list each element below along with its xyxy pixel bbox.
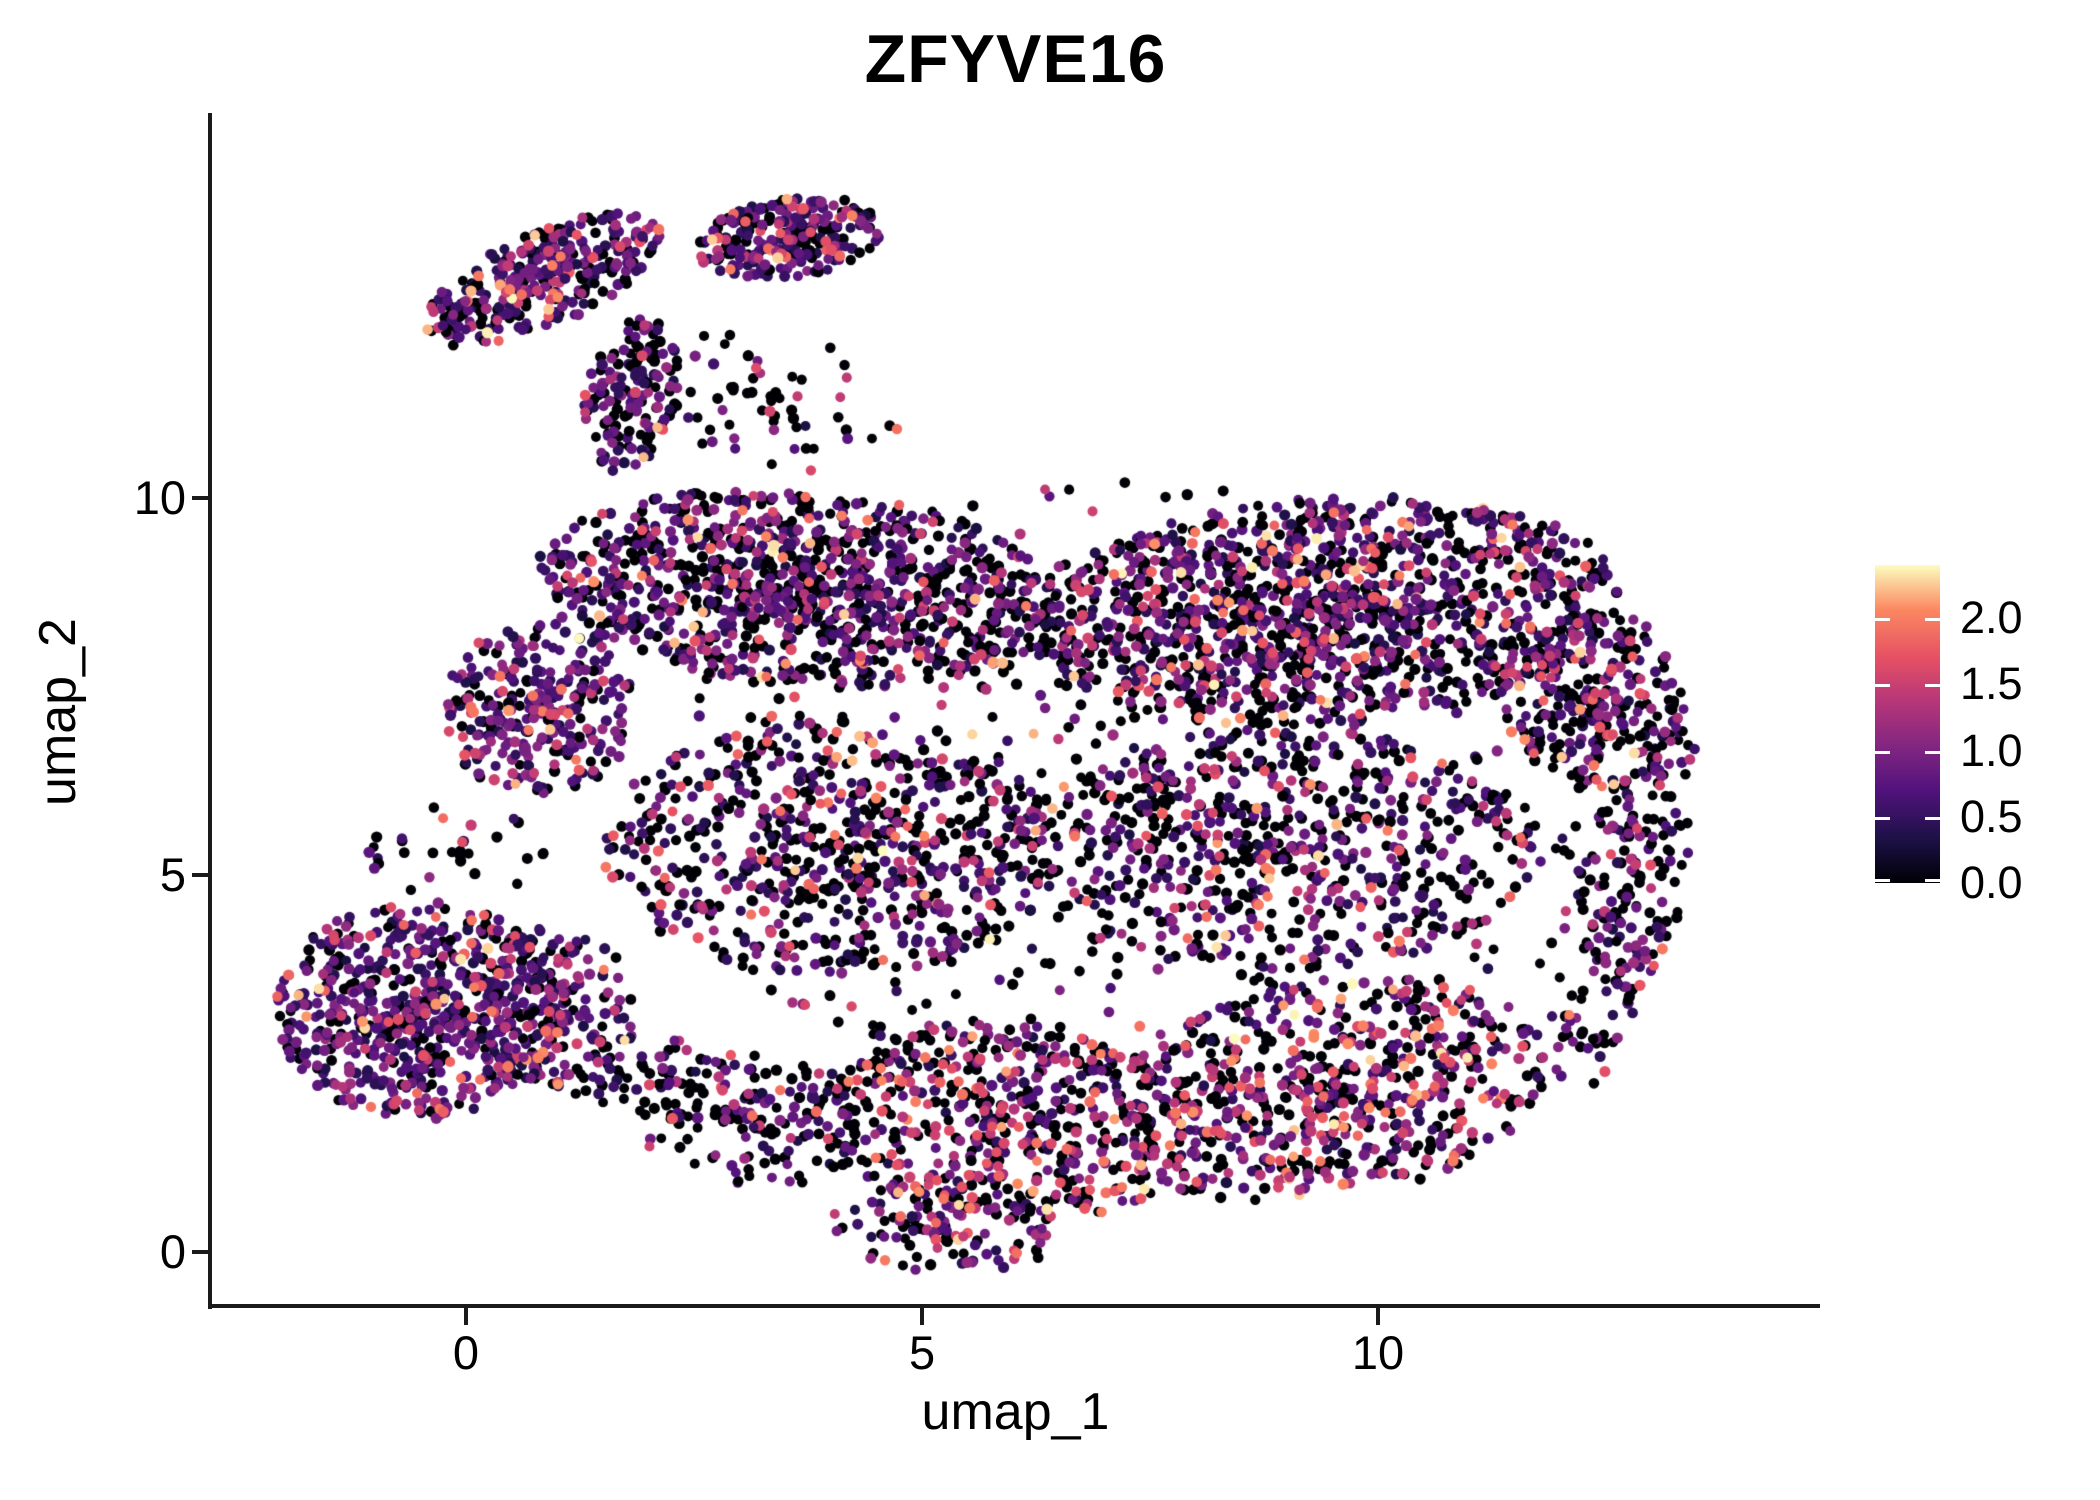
y-tick-mark <box>192 496 210 501</box>
x-tick-label: 10 <box>1351 1326 1405 1379</box>
colorbar-tick-mark <box>1925 816 1940 820</box>
colorbar-tick-mark <box>1925 618 1940 621</box>
x-axis-title: umap_1 <box>921 1383 1110 1441</box>
colorbar-tick-mark <box>1875 618 1890 621</box>
y-tick-label: 10 <box>133 471 186 525</box>
x-axis-line <box>208 1304 1820 1308</box>
colorbar-tick-label: 1.0 <box>1960 724 2023 776</box>
colorbar-tick-mark <box>1875 816 1890 820</box>
colorbar-tick-mark <box>1925 684 1940 688</box>
colorbar-tick-mark <box>1875 750 1890 754</box>
y-axis-title: umap_2 <box>29 618 87 806</box>
colorbar-tick-mark <box>1875 879 1890 882</box>
colorbar-tick-label: 2.0 <box>1960 592 2023 643</box>
colorbar-tick-mark <box>1925 750 1940 754</box>
y-axis-line <box>208 113 212 1309</box>
y-tick-label: 0 <box>159 1224 186 1278</box>
x-tick-label: 5 <box>908 1326 936 1379</box>
colorbar-tick-mark <box>1925 879 1940 882</box>
x-tick-label: 0 <box>452 1326 480 1379</box>
colorbar-tick-label: 0.0 <box>1960 857 2023 908</box>
y-tick-label: 5 <box>159 848 186 901</box>
colorbar-tick-label: 0.5 <box>1960 790 2023 842</box>
y-tick-mark <box>192 1249 210 1254</box>
x-tick-mark <box>1376 1307 1381 1325</box>
colorbar-tick-label: 1.5 <box>1960 658 2023 710</box>
colorbar-tick-mark <box>1875 684 1890 688</box>
x-tick-mark <box>920 1307 925 1325</box>
y-tick-mark <box>192 873 210 877</box>
expression-colorbar <box>1875 565 1940 883</box>
x-tick-mark <box>464 1307 468 1325</box>
